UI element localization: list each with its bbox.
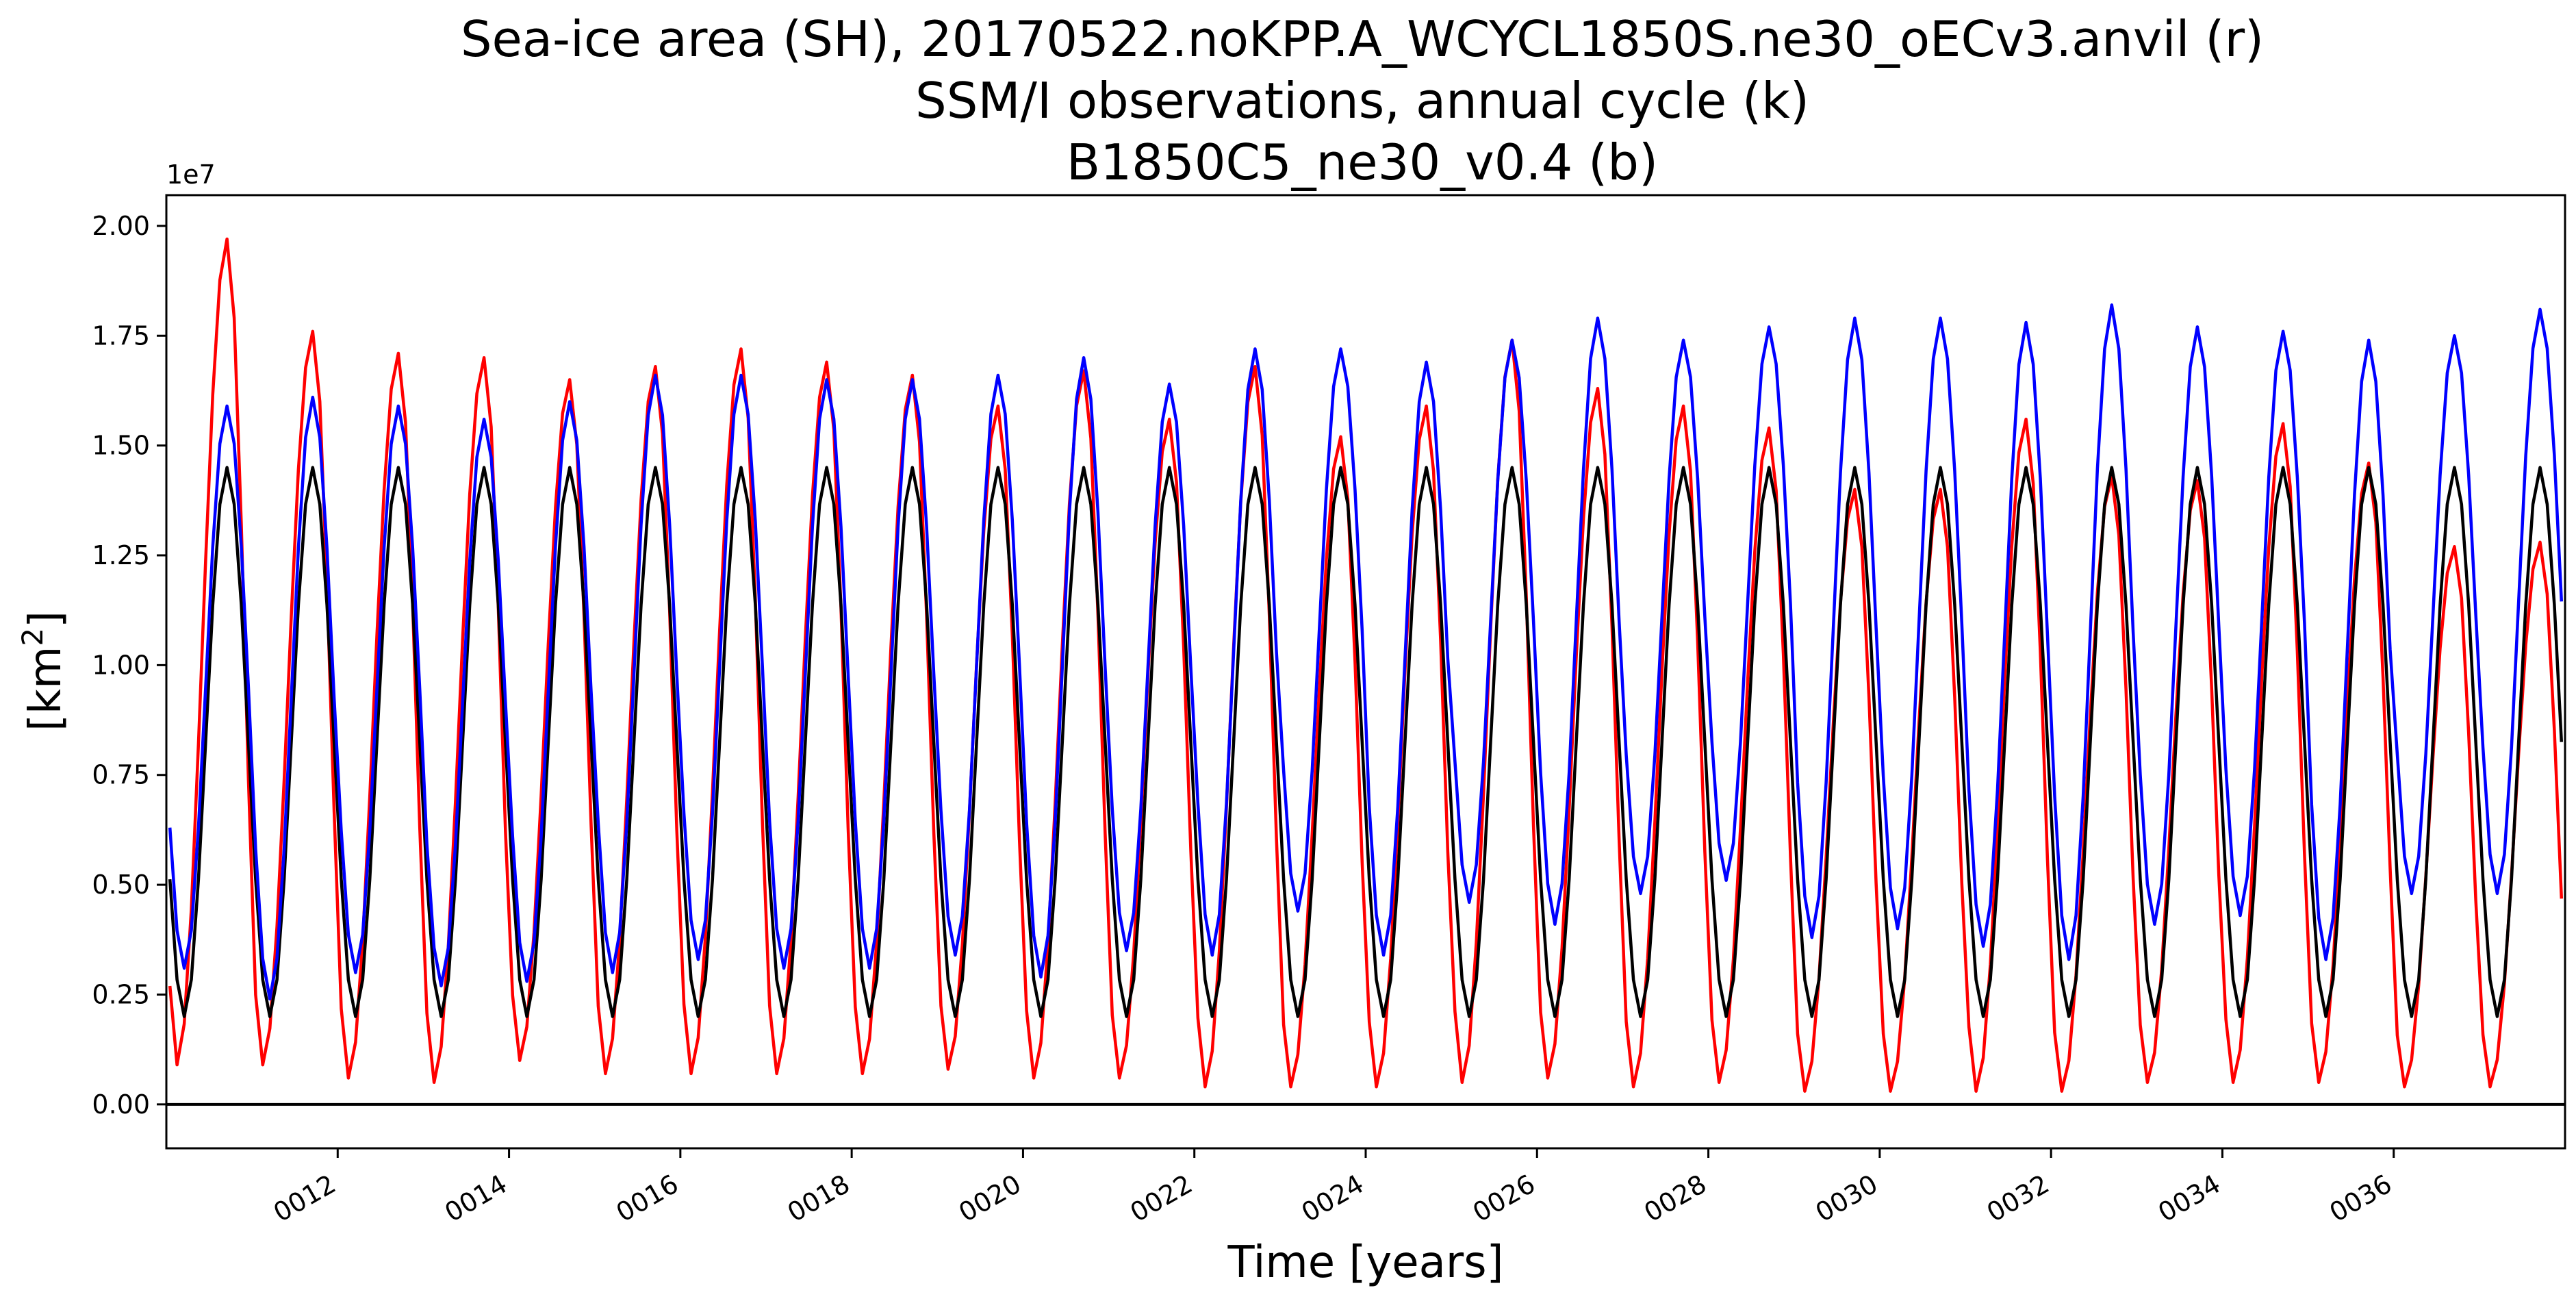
- x-axis-label: Time [years]: [1227, 1237, 1503, 1288]
- y-tick-label: 0.50: [92, 870, 150, 900]
- y-tick-label: 1.75: [92, 320, 150, 351]
- chart-title-line-3: B1850C5_ne30_v0.4 (b): [1067, 134, 1658, 191]
- chart-title-line-1: Sea-ice area (SH), 20170522.noKPP.A_WCYC…: [461, 10, 2264, 68]
- y-axis-offset-label: 1e7: [166, 160, 216, 190]
- y-axis: 1e7 0.00 0.25 0.50 0.75 1.00 1.25 1.50 1.75 2.00: [92, 160, 215, 1120]
- y-axis-label: [km2]: [16, 611, 71, 731]
- y-tick-label: 1.00: [92, 650, 150, 680]
- y-axis-label-base: [km: [21, 646, 71, 731]
- plot-area: [165, 194, 2566, 1150]
- y-tick-label: 0.25: [92, 979, 150, 1009]
- y-tick-label: 1.50: [92, 431, 150, 461]
- y-tick-label: 0.00: [92, 1089, 150, 1120]
- series-line-3: [168, 303, 2564, 1001]
- series-layer: [168, 237, 2564, 1093]
- series-line-2: [168, 466, 2564, 1018]
- y-tick-label: 1.25: [92, 540, 150, 570]
- y-tick-label: 0.75: [92, 760, 150, 790]
- chart-title: Sea-ice area (SH), 20170522.noKPP.A_WCYC…: [461, 10, 2264, 191]
- y-axis-label-close: ]: [21, 611, 71, 628]
- y-axis-label-superscript: 2: [16, 628, 49, 646]
- chart-title-line-2: SSM/I observations, annual cycle (k): [915, 72, 1809, 129]
- y-tick-label: 2.00: [92, 211, 150, 241]
